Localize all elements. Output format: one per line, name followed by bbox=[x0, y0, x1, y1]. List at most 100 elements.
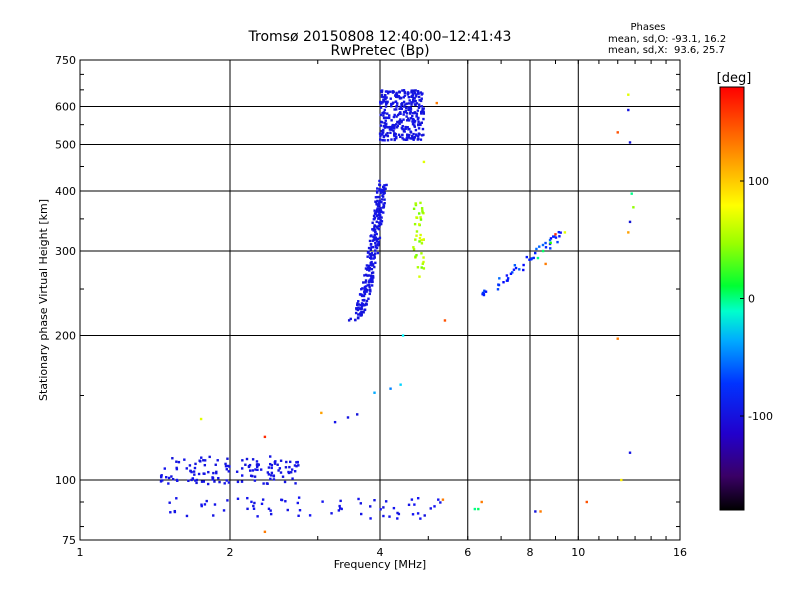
data-point bbox=[269, 477, 272, 481]
data-point bbox=[387, 90, 391, 93]
data-point bbox=[247, 465, 251, 469]
data-point bbox=[402, 113, 405, 116]
data-point bbox=[384, 102, 388, 106]
data-point bbox=[380, 129, 384, 133]
data-point bbox=[372, 214, 376, 218]
data-point bbox=[357, 306, 360, 309]
data-point bbox=[379, 219, 382, 222]
data-point bbox=[421, 211, 424, 214]
data-point bbox=[382, 128, 385, 132]
data-point bbox=[541, 243, 545, 247]
data-point bbox=[402, 100, 406, 104]
data-point bbox=[402, 138, 406, 141]
y-tick-label: 750 bbox=[55, 54, 76, 67]
data-point bbox=[408, 99, 411, 102]
data-point bbox=[370, 267, 374, 271]
data-point bbox=[197, 472, 201, 476]
data-point bbox=[267, 473, 271, 476]
data-point bbox=[390, 102, 393, 106]
data-point bbox=[362, 294, 366, 298]
data-point bbox=[410, 89, 414, 92]
data-point bbox=[422, 238, 425, 241]
data-point bbox=[364, 281, 367, 284]
data-point bbox=[374, 224, 377, 228]
data-point bbox=[349, 317, 352, 321]
data-point bbox=[382, 514, 385, 518]
data-point bbox=[372, 218, 376, 221]
data-point bbox=[365, 290, 368, 293]
grid-lines bbox=[80, 60, 680, 540]
data-point bbox=[371, 245, 375, 249]
data-point bbox=[383, 186, 386, 190]
data-point bbox=[419, 216, 422, 219]
colorbar-label: [deg] bbox=[717, 71, 752, 86]
data-point bbox=[214, 463, 217, 466]
data-point bbox=[191, 477, 195, 480]
data-point bbox=[357, 313, 360, 316]
data-point bbox=[391, 123, 395, 127]
data-point bbox=[401, 124, 404, 128]
data-point bbox=[359, 307, 363, 311]
data-point bbox=[416, 90, 420, 93]
data-point bbox=[620, 478, 623, 482]
x-tick-label: 1 bbox=[77, 546, 84, 559]
data-point bbox=[541, 249, 545, 253]
data-point bbox=[169, 511, 172, 514]
data-point bbox=[410, 95, 413, 98]
data-point bbox=[212, 471, 215, 475]
data-point bbox=[502, 281, 505, 284]
data-point bbox=[585, 500, 588, 504]
data-point bbox=[366, 288, 369, 292]
data-point bbox=[241, 459, 244, 462]
data-point bbox=[356, 308, 360, 312]
data-point bbox=[395, 126, 399, 129]
data-point bbox=[381, 206, 385, 209]
data-point bbox=[250, 500, 253, 504]
data-point bbox=[270, 463, 274, 467]
data-point bbox=[370, 284, 374, 287]
data-point bbox=[371, 279, 374, 282]
data-point bbox=[632, 206, 635, 209]
data-point bbox=[419, 91, 423, 94]
data-point bbox=[383, 184, 386, 187]
data-point bbox=[369, 505, 372, 508]
data-point bbox=[224, 462, 227, 466]
data-point bbox=[368, 283, 371, 287]
data-point bbox=[393, 132, 396, 135]
data-point bbox=[360, 293, 363, 296]
data-point bbox=[382, 135, 385, 139]
data-point bbox=[227, 481, 231, 484]
data-point bbox=[616, 131, 619, 134]
data-point bbox=[407, 128, 410, 131]
data-point bbox=[400, 126, 404, 130]
data-point bbox=[380, 220, 384, 223]
data-point bbox=[192, 470, 196, 473]
data-point bbox=[433, 505, 436, 508]
data-point bbox=[363, 290, 366, 293]
data-point bbox=[363, 308, 367, 311]
data-point bbox=[497, 283, 500, 286]
data-point bbox=[379, 124, 383, 127]
data-point bbox=[308, 514, 312, 517]
data-point bbox=[380, 198, 384, 201]
data-point bbox=[413, 124, 416, 127]
data-point bbox=[374, 236, 378, 240]
data-point bbox=[297, 496, 301, 499]
data-point bbox=[513, 264, 517, 267]
data-point bbox=[251, 469, 255, 472]
data-point bbox=[263, 435, 267, 439]
data-point bbox=[418, 122, 422, 126]
data-point bbox=[482, 292, 486, 295]
data-point bbox=[279, 471, 283, 474]
data-point bbox=[396, 120, 399, 124]
data-point bbox=[627, 108, 630, 112]
data-point bbox=[369, 261, 372, 265]
data-point bbox=[217, 476, 220, 480]
data-point bbox=[368, 266, 371, 270]
data-point bbox=[394, 100, 398, 103]
data-point bbox=[235, 470, 239, 473]
data-point bbox=[412, 207, 416, 210]
data-point bbox=[357, 316, 360, 320]
data-point bbox=[236, 497, 240, 500]
data-point bbox=[410, 103, 413, 106]
